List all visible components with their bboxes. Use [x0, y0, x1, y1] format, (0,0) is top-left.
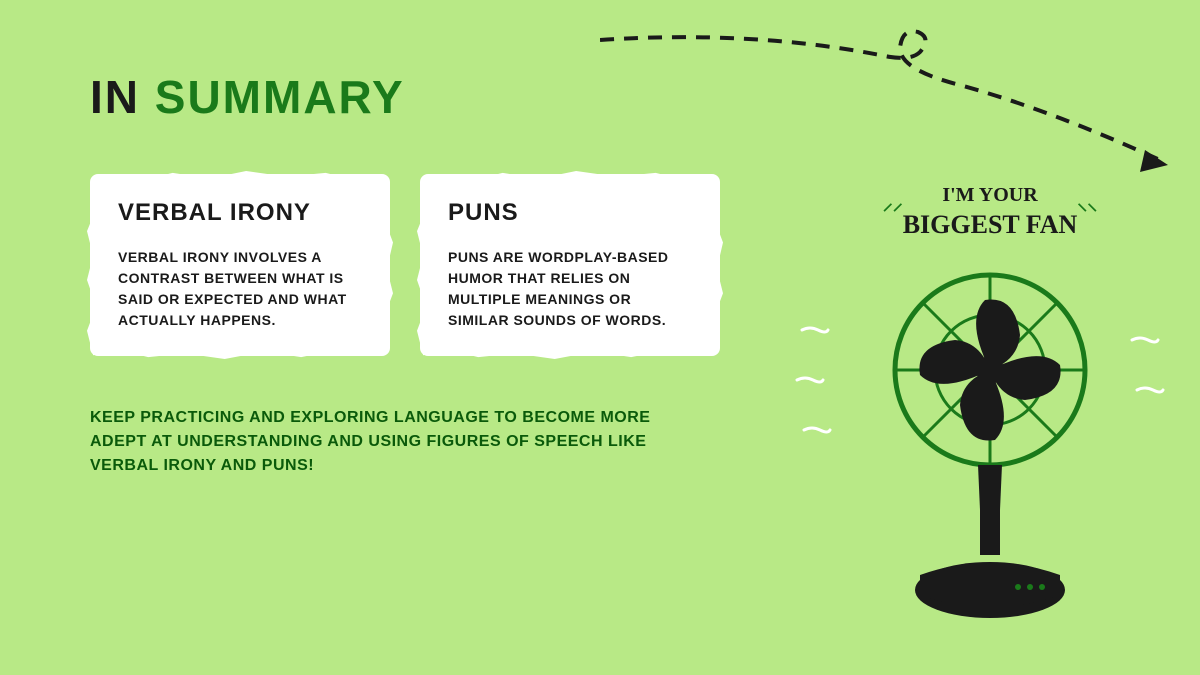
card-puns: PUNS PUNS ARE WORDPLAY-BASED HUMOR THAT … [420, 174, 720, 356]
title-word-2: SUMMARY [155, 71, 405, 123]
wind-line-icon [795, 370, 825, 391]
wind-line-icon [1130, 330, 1160, 351]
footer-text: KEEP PRACTICING AND EXPLORING LANGUAGE T… [90, 406, 710, 478]
wind-line-icon [802, 420, 832, 441]
fan-caption-line1: I'M YOUR [942, 184, 1037, 206]
wind-line-icon [800, 320, 830, 341]
slide-container: IN SUMMARY VERBAL IRONY VERBAL IRONY INV… [0, 0, 1200, 675]
card-body: VERBAL IRONY INVOLVES A CONTRAST BETWEEN… [118, 247, 362, 331]
fan-caption: ⸍⸍ I'M YOUR BIGGEST FAN ⸌⸌ [903, 180, 1078, 241]
emphasis-mark-icon: ⸌⸌ [1077, 200, 1097, 224]
wind-line-icon [1135, 380, 1165, 401]
card-title: VERBAL IRONY [118, 199, 362, 227]
fan-icon [870, 260, 1110, 640]
card-title: PUNS [448, 199, 692, 227]
card-verbal-irony: VERBAL IRONY VERBAL IRONY INVOLVES A CON… [90, 174, 390, 356]
card-body: PUNS ARE WORDPLAY-BASED HUMOR THAT RELIE… [448, 247, 692, 331]
fan-caption-line2: BIGGEST FAN [903, 210, 1078, 239]
dashed-arrow-decoration [600, 10, 1200, 190]
fan-illustration: ⸍⸍ I'M YOUR BIGGEST FAN ⸌⸌ [830, 180, 1150, 660]
emphasis-mark-icon: ⸍⸍ [883, 200, 903, 224]
title-word-1: IN [90, 71, 140, 123]
